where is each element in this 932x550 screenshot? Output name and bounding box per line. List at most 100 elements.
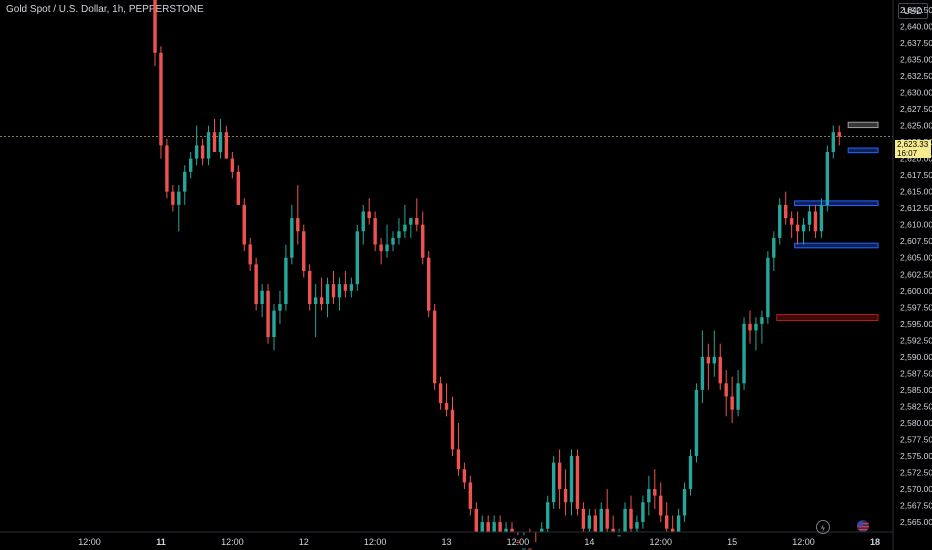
candle-body (617, 535, 621, 537)
candles-layer (153, 0, 841, 550)
candle-body (189, 158, 193, 172)
candle (510, 522, 514, 532)
candle (653, 469, 657, 509)
candle (236, 165, 240, 205)
y-tick-label: 2,625.00 (900, 121, 932, 131)
y-tick-label: 2,610.00 (900, 220, 932, 230)
candle-body (218, 132, 223, 152)
candle (599, 502, 603, 532)
candle-body (504, 528, 508, 532)
candle-body (308, 270, 312, 304)
candle-body (706, 356, 711, 364)
candle-body (557, 462, 562, 490)
candle-body (206, 132, 211, 159)
candle (760, 310, 764, 344)
y-tick-label: 2,587.50 (900, 368, 932, 378)
candle (224, 125, 229, 159)
flag-icon[interactable] (857, 520, 869, 532)
zone-blue3[interactable] (794, 242, 879, 249)
y-tick-label: 2,637.50 (900, 38, 932, 48)
candle-body (159, 52, 163, 146)
candle-body (807, 211, 812, 225)
candle-body (444, 403, 449, 410)
candle (486, 515, 490, 532)
zone-red[interactable] (776, 314, 879, 322)
y-tick-label: 2,642.50 (900, 5, 932, 15)
candle (343, 270, 348, 298)
y-tick-label: 2,567.50 (900, 501, 932, 511)
y-tick-label: 2,635.00 (900, 54, 932, 64)
x-tick-label: 12:00 (649, 537, 672, 547)
y-tick-label: 2,605.00 (900, 253, 932, 263)
candle (551, 456, 556, 509)
candle-body (409, 218, 413, 225)
x-tick-label: 14 (584, 537, 594, 547)
candle (313, 284, 318, 338)
candle (218, 118, 223, 159)
candle-body (391, 237, 395, 245)
candle (498, 515, 502, 532)
candle (581, 502, 586, 532)
zone-blue2[interactable] (794, 200, 879, 207)
candle (242, 198, 246, 252)
y-tick-label: 2,627.50 (900, 104, 932, 114)
y-tick-label: 2,565.00 (900, 517, 932, 527)
y-tick-label: 2,572.50 (900, 468, 932, 478)
lightning-icon[interactable] (816, 520, 830, 534)
candle (349, 277, 354, 298)
candle-body (319, 297, 324, 304)
y-tick-label: 2,575.00 (900, 451, 932, 461)
candle-body (825, 152, 830, 205)
candle-body (653, 489, 657, 496)
candle-body (183, 171, 187, 192)
candle-body (427, 257, 431, 311)
candle (260, 284, 264, 318)
candle-body (224, 132, 229, 159)
y-tick-label: 2,602.50 (900, 269, 932, 279)
candle-body (670, 528, 675, 532)
candle-body (694, 389, 699, 456)
candle (546, 495, 550, 532)
candle-body (712, 356, 716, 364)
candle (308, 264, 312, 311)
candle-body (230, 158, 235, 172)
y-tick-label: 2,577.50 (900, 434, 932, 444)
chart-title: Gold Spot / U.S. Dollar, 1h, PEPPERSTONE (6, 4, 204, 15)
y-tick-label: 2,590.00 (900, 352, 932, 362)
candle-body (528, 548, 532, 550)
candle-body (522, 548, 526, 550)
candle (754, 317, 758, 351)
candle (540, 522, 544, 532)
candle (194, 125, 199, 166)
candle-body (563, 489, 568, 503)
x-tick-label: 12:00 (792, 537, 815, 547)
candle-body (325, 284, 330, 304)
candle-body (260, 290, 264, 304)
candle (290, 204, 294, 265)
zone-blue1[interactable] (847, 147, 879, 154)
candle (397, 218, 401, 245)
candle-body (492, 522, 496, 532)
candle-body (432, 310, 437, 384)
currency-badge[interactable]: USD (898, 3, 928, 19)
candle (611, 515, 615, 532)
candle (623, 502, 627, 532)
candle (617, 528, 621, 537)
candle-body (361, 211, 365, 232)
candle (200, 138, 205, 166)
zone-grey[interactable] (847, 121, 879, 129)
candle-body (254, 264, 258, 304)
candle (355, 224, 359, 291)
candle (319, 277, 324, 311)
candle (516, 532, 520, 543)
x-tick-label: 11 (156, 537, 166, 547)
candle-body (200, 145, 205, 159)
candle (706, 343, 711, 390)
candle-body (236, 171, 240, 205)
candle-body (730, 396, 734, 410)
candle (159, 46, 163, 159)
y-tick-label: 2,570.00 (900, 484, 932, 494)
x-tick-label: 12 (299, 537, 309, 547)
candle-body (837, 132, 841, 137)
